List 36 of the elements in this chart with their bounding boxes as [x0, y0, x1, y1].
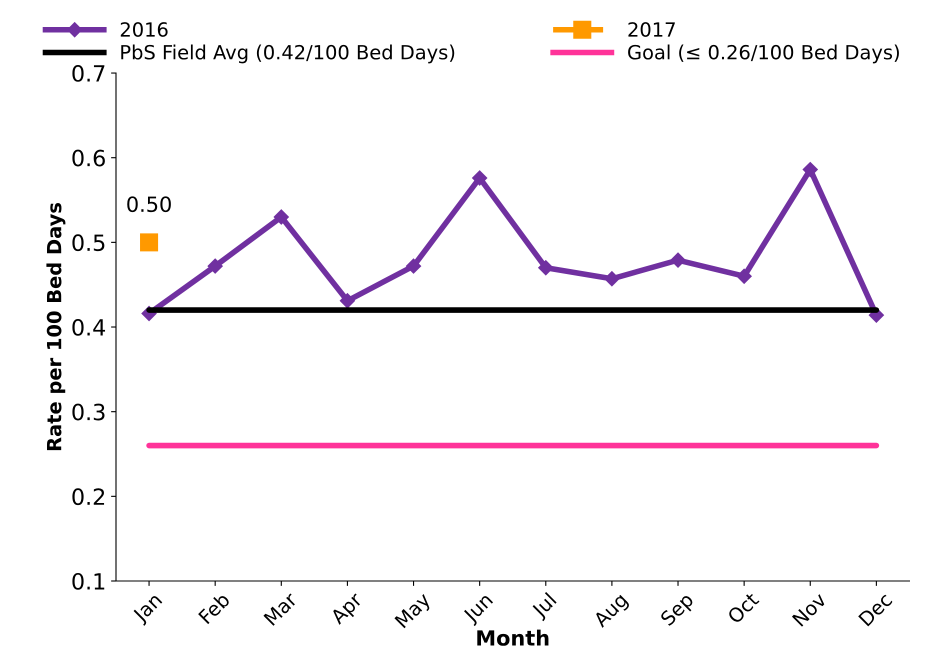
- y-tick-label: 0.7: [72, 64, 104, 82]
- x-tick-label: Dec: [858, 592, 893, 627]
- point: [802, 162, 818, 178]
- point: [340, 293, 355, 308]
- x-tick-label: Sep: [660, 592, 697, 630]
- x-tick-label: Apr: [329, 591, 366, 628]
- legend-label: Goal (≤ 0.26/100 Bed Days): [628, 44, 899, 64]
- x-tick-label: Jun: [462, 592, 496, 626]
- legend-label: PbS Field Avg (0.42/100 Bed Days): [121, 44, 454, 64]
- data-label: 0.50: [127, 196, 171, 212]
- x-tick-label: Mar: [263, 591, 298, 626]
- x-tick-label: Nov: [792, 592, 828, 627]
- point: [604, 271, 620, 286]
- point: [670, 252, 686, 268]
- x-tick-label: Aug: [592, 592, 631, 631]
- point: [406, 258, 422, 274]
- point: [208, 258, 223, 274]
- x-tick-label: Oct: [726, 591, 760, 624]
- point: [472, 170, 488, 186]
- y-tick-label: 0.5: [72, 234, 104, 252]
- point: [538, 260, 554, 276]
- x-axis-title: Month: [477, 630, 548, 646]
- x-tick-label: Jan: [132, 592, 166, 626]
- x-tick-label: Feb: [198, 591, 231, 624]
- legend-label: 2017: [628, 22, 675, 37]
- point: [736, 268, 752, 284]
- y-tick-label: 0.1: [72, 572, 104, 590]
- legend-label: 2016: [120, 22, 168, 37]
- y-tick-label: 0.2: [72, 488, 104, 506]
- y-tick-label: 0.3: [72, 404, 104, 420]
- x-tick-label: Jul: [530, 592, 560, 622]
- y-tick-label: 0.6: [72, 150, 105, 166]
- y-axis-title: Rate per 100 Bed Days: [46, 203, 66, 450]
- point: [274, 209, 289, 225]
- point: [140, 233, 158, 252]
- y-tick-label: 0.4: [72, 318, 106, 336]
